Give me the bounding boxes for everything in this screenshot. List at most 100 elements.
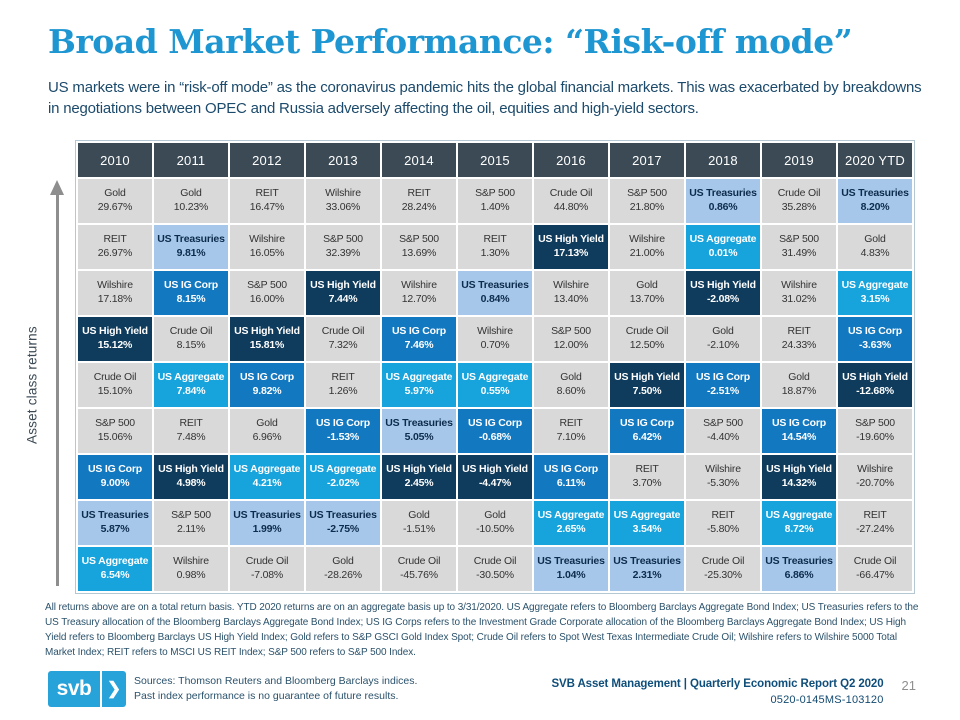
cell-2011-us-treasuries: US Treasuries 9.81% (154, 225, 228, 269)
cell-2012-reit: REIT 16.47% (230, 179, 304, 223)
cell-2012-us-aggregate: US Aggregate 4.21% (230, 455, 304, 499)
year-header-2015: 2015 (458, 143, 532, 177)
cell-2017-us-treasuries: US Treasuries 2.31% (610, 547, 684, 591)
cell-2014-us-aggregate: US Aggregate 5.97% (382, 363, 456, 407)
cell-2019-us-high-yield: US High Yield 14.32% (762, 455, 836, 499)
cell-2010-gold: Gold 29.67% (78, 179, 152, 223)
year-header-2010: 2010 (78, 143, 152, 177)
cell-2019-s-p-500: S&P 500 31.49% (762, 225, 836, 269)
cell-2010-crude-oil: Crude Oil 15.10% (78, 363, 152, 407)
cell-2014-gold: Gold -1.51% (382, 501, 456, 545)
page-title: Broad Market Performance: “Risk-off mode… (48, 22, 853, 61)
cell-2016-wilshire: Wilshire 13.40% (534, 271, 608, 315)
year-header-2020-ytd: 2020 YTD (838, 143, 912, 177)
cell-2017-s-p-500: S&P 500 21.80% (610, 179, 684, 223)
cell-2012-us-high-yield: US High Yield 15.81% (230, 317, 304, 361)
cell-2019-wilshire: Wilshire 31.02% (762, 271, 836, 315)
cell-2013-us-aggregate: US Aggregate -2.02% (306, 455, 380, 499)
footnote-text: All returns above are on a total return … (45, 602, 919, 658)
cell-2019-us-aggregate: US Aggregate 8.72% (762, 501, 836, 545)
cell-2015-s-p-500: S&P 500 1.40% (458, 179, 532, 223)
cell-2017-us-high-yield: US High Yield 7.50% (610, 363, 684, 407)
cell-2013-wilshire: Wilshire 33.06% (306, 179, 380, 223)
year-header-2014: 2014 (382, 143, 456, 177)
cell-2012-s-p-500: S&P 500 16.00% (230, 271, 304, 315)
svb-logo: svb ❯ (48, 671, 126, 707)
cell-2010-s-p-500: S&P 500 15.06% (78, 409, 152, 453)
cell-2017-wilshire: Wilshire 21.00% (610, 225, 684, 269)
cell-2018-reit: REIT -5.80% (686, 501, 760, 545)
cell-2020-ytd-gold: Gold 4.83% (838, 225, 912, 269)
cell-2014-us-ig-corp: US IG Corp 7.46% (382, 317, 456, 361)
footer-right: SVB Asset Management | Quarterly Economi… (551, 678, 916, 706)
cell-2018-crude-oil: Crude Oil -25.30% (686, 547, 760, 591)
cell-2020-ytd-wilshire: Wilshire -20.70% (838, 455, 912, 499)
cell-2010-reit: REIT 26.97% (78, 225, 152, 269)
cell-2017-us-aggregate: US Aggregate 3.54% (610, 501, 684, 545)
year-header-2011: 2011 (154, 143, 228, 177)
cell-2014-crude-oil: Crude Oil -45.76% (382, 547, 456, 591)
cell-2011-crude-oil: Crude Oil 8.15% (154, 317, 228, 361)
cell-2016-us-aggregate: US Aggregate 2.65% (534, 501, 608, 545)
cell-2019-gold: Gold 18.87% (762, 363, 836, 407)
cell-2013-gold: Gold -28.26% (306, 547, 380, 591)
sources-line-2: Past index performance is no guarantee o… (134, 690, 399, 703)
cell-2020-ytd-us-aggregate: US Aggregate 3.15% (838, 271, 912, 315)
svb-logo-text: svb (48, 671, 100, 707)
cell-2013-us-ig-corp: US IG Corp -1.53% (306, 409, 380, 453)
page-number: 21 (901, 678, 916, 693)
cell-2020-ytd-s-p-500: S&P 500 -19.60% (838, 409, 912, 453)
cell-2012-crude-oil: Crude Oil -7.08% (230, 547, 304, 591)
cell-2014-us-high-yield: US High Yield 2.45% (382, 455, 456, 499)
cell-2011-us-high-yield: US High Yield 4.98% (154, 455, 228, 499)
cell-2014-us-treasuries: US Treasuries 5.05% (382, 409, 456, 453)
cell-2017-us-ig-corp: US IG Corp 6.42% (610, 409, 684, 453)
year-header-2013: 2013 (306, 143, 380, 177)
cell-2013-us-treasuries: US Treasuries -2.75% (306, 501, 380, 545)
cell-2015-gold: Gold -10.50% (458, 501, 532, 545)
cell-2017-gold: Gold 13.70% (610, 271, 684, 315)
cell-2018-us-treasuries: US Treasuries 0.86% (686, 179, 760, 223)
cell-2017-reit: REIT 3.70% (610, 455, 684, 499)
cell-2016-s-p-500: S&P 500 12.00% (534, 317, 608, 361)
cell-2016-us-treasuries: US Treasuries 1.04% (534, 547, 608, 591)
cell-2019-us-treasuries: US Treasuries 6.86% (762, 547, 836, 591)
cell-2020-ytd-us-high-yield: US High Yield -12.68% (838, 363, 912, 407)
cell-2019-crude-oil: Crude Oil 35.28% (762, 179, 836, 223)
cell-2019-us-ig-corp: US IG Corp 14.54% (762, 409, 836, 453)
cell-2020-ytd-reit: REIT -27.24% (838, 501, 912, 545)
cell-2015-us-high-yield: US High Yield -4.47% (458, 455, 532, 499)
cell-2011-gold: Gold 10.23% (154, 179, 228, 223)
cell-2011-s-p-500: S&P 500 2.11% (154, 501, 228, 545)
sources-note: Sources: Thomson Reuters and Bloomberg B… (134, 674, 417, 704)
cell-2013-reit: REIT 1.26% (306, 363, 380, 407)
y-axis-label: Asset class returns (24, 326, 40, 444)
cell-2011-wilshire: Wilshire 0.98% (154, 547, 228, 591)
cell-2010-us-ig-corp: US IG Corp 9.00% (78, 455, 152, 499)
cell-2017-crude-oil: Crude Oil 12.50% (610, 317, 684, 361)
cell-2012-us-treasuries: US Treasuries 1.99% (230, 501, 304, 545)
year-header-2017: 2017 (610, 143, 684, 177)
cell-2011-us-aggregate: US Aggregate 7.84% (154, 363, 228, 407)
cell-2013-crude-oil: Crude Oil 7.32% (306, 317, 380, 361)
cell-2015-us-ig-corp: US IG Corp -0.68% (458, 409, 532, 453)
cell-2015-reit: REIT 1.30% (458, 225, 532, 269)
cell-2010-us-aggregate: US Aggregate 6.54% (78, 547, 152, 591)
cell-2014-reit: REIT 28.24% (382, 179, 456, 223)
cell-2018-us-ig-corp: US IG Corp -2.51% (686, 363, 760, 407)
year-header-2019: 2019 (762, 143, 836, 177)
cell-2018-us-aggregate: US Aggregate 0.01% (686, 225, 760, 269)
cell-2012-us-ig-corp: US IG Corp 9.82% (230, 363, 304, 407)
up-arrow-line (56, 194, 59, 586)
cell-2016-us-high-yield: US High Yield 17.13% (534, 225, 608, 269)
returns-table: 2010 Gold 29.67% REIT 26.97% Wilshire 17.18% US… (75, 140, 915, 594)
cell-2013-us-high-yield: US High Yield 7.44% (306, 271, 380, 315)
cell-2013-s-p-500: S&P 500 32.39% (306, 225, 380, 269)
cell-2015-wilshire: Wilshire 0.70% (458, 317, 532, 361)
sources-line-1: Sources: Thomson Reuters and Bloomberg B… (134, 675, 418, 687)
cell-2015-us-aggregate: US Aggregate 0.55% (458, 363, 532, 407)
cell-2019-reit: REIT 24.33% (762, 317, 836, 361)
year-header-2012: 2012 (230, 143, 304, 177)
cell-2020-ytd-us-treasuries: US Treasuries 8.20% (838, 179, 912, 223)
cell-2011-us-ig-corp: US IG Corp 8.15% (154, 271, 228, 315)
